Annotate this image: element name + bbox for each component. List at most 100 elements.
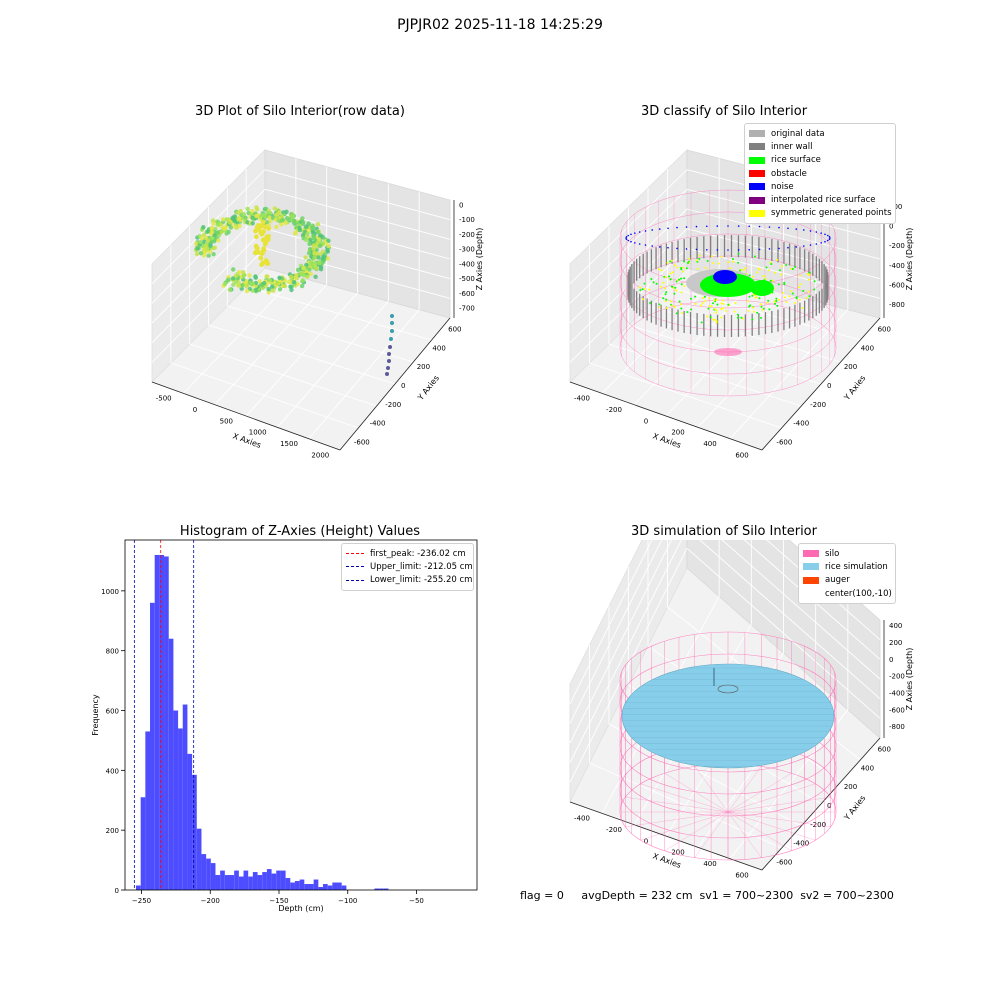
surface-point [658,268,660,271]
surface-point [791,292,794,295]
y-tick-label: -400 [370,420,386,428]
surface-point [774,271,777,274]
silo-wire [727,783,816,813]
raw-point [243,215,248,220]
surface-point [694,302,697,305]
surface-point [775,299,778,302]
raw-point [297,272,303,277]
y-tick-label: 1000 [101,588,119,596]
legend-entry: Lower_limit: -255.20 cm [346,574,472,587]
y-tick-label: 400 [106,767,119,775]
noise-point [795,246,798,248]
raw-point [313,274,318,279]
surface-point [722,302,725,305]
surface-point [687,262,689,264]
histogram-bar [173,710,179,890]
raw-point [194,251,200,257]
histogram-bar [332,882,338,890]
surface-point [778,269,781,272]
histogram-bar [159,554,165,890]
raw-point [238,208,243,214]
raw-plot-title: 3D Plot of Silo Interior(row data) [195,104,405,119]
legend-swatch [749,130,765,138]
status-footer: flag = 0 avgDepth = 232 cm sv1 = 700~230… [520,889,894,902]
noise-point [809,230,812,232]
legend-entry: Upper_limit: -212.05 cm [346,560,473,573]
raw-point [316,230,321,235]
raw-point [264,235,269,240]
surface-point [747,309,750,312]
z-tick-label: -800 [889,723,905,731]
noise-point [634,242,636,244]
rice-surface-cluster [750,280,774,296]
raw-point [306,250,312,256]
silo-wire [694,766,729,813]
noise-point [778,226,780,229]
y-tick-label: -200 [385,401,401,409]
surface-point [708,305,711,307]
noise-point [625,237,627,239]
surface-point [802,289,805,292]
noise-point [705,248,708,251]
surface-point [664,276,667,279]
surface-point [781,265,784,268]
legend-swatch [749,156,765,164]
raw-point [300,278,306,283]
histogram-bar [201,854,207,890]
raw-point [326,243,331,249]
y-tick-label: 400 [432,344,445,352]
surface-point [776,258,779,261]
raw-point [312,250,317,256]
surface-point [794,302,797,304]
raw-point [300,220,306,225]
surface-point [734,302,737,304]
histogram-bar [337,882,342,890]
raw-point [313,260,318,266]
raw-point [198,239,203,245]
surface-point [674,289,677,291]
y-axis-label: Y Axies [842,374,868,403]
surface-point [674,264,677,267]
raw-3d-plot: -500 0 500 1000 1500 2000 -600 -400 -200 0 200 400 6… [151,149,484,459]
y-tick-label: 0 [115,887,119,895]
surface-point [732,260,735,263]
silo-wire [625,811,729,828]
raw-point [326,238,331,243]
surface-point [714,318,717,321]
surface-point [780,273,783,276]
x-tick-label: −250 [132,897,151,905]
legend-swatch [749,183,765,191]
surface-point [683,285,686,287]
surface-point [680,283,683,286]
surface-point [655,282,658,285]
y-axis-label: Frequency [91,694,100,736]
y-tick-label: -600 [776,439,792,447]
raw-point [212,245,217,250]
x-tick-label: -200 [606,406,622,414]
noise-point [803,245,805,247]
surface-point [775,297,778,300]
surface-point [714,308,717,311]
legend-swatch [749,196,765,204]
raw-point [300,216,305,221]
noise-point [809,244,812,246]
surface-point [698,254,701,257]
surface-point [681,312,684,314]
simulation-plot-title: 3D simulation of Silo Interior [631,524,817,539]
silo-wire [625,796,729,813]
histogram-bar [238,876,244,890]
raw-point [226,277,231,282]
surface-point [727,261,730,264]
noise-point [826,234,829,237]
y-tick-label: 600 [878,325,891,333]
raw-point [304,224,309,229]
raw-point [222,281,228,287]
surface-point [688,257,691,260]
raw-point [307,241,312,247]
raw-point [272,206,277,211]
raw-point [305,231,310,236]
surface-point [808,271,811,274]
raw-point [245,220,250,225]
surface-point [760,303,763,306]
surface-point [808,274,811,276]
